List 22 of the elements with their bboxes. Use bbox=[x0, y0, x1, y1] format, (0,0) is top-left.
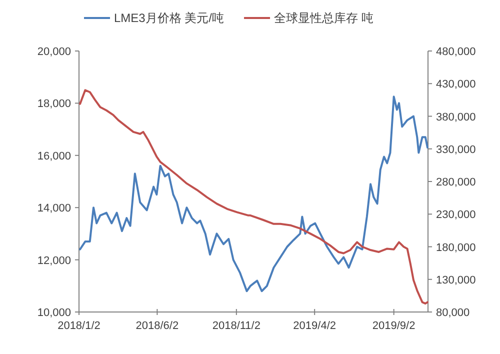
xtick: 2018/1/2 bbox=[58, 320, 100, 332]
xtick: 2019/4/2 bbox=[293, 320, 336, 332]
y2tick: 330,000 bbox=[436, 144, 476, 156]
y2tick: 180,000 bbox=[436, 242, 476, 254]
y2tick: 80,000 bbox=[436, 307, 470, 319]
y2tick: 430,000 bbox=[436, 78, 476, 91]
ytick: 12,000 bbox=[37, 254, 71, 267]
xtick: 2019/9/2 bbox=[372, 320, 416, 332]
xtick: 2018/6/2 bbox=[136, 320, 179, 332]
ytick: 20,000 bbox=[37, 46, 71, 58]
legend-label: LME3月价格 美元/吨 bbox=[114, 11, 224, 25]
ytick: 14,000 bbox=[37, 202, 71, 215]
ytick: 10,000 bbox=[37, 307, 71, 319]
y2tick: 480,000 bbox=[436, 46, 476, 58]
y2tick: 380,000 bbox=[436, 111, 476, 124]
xtick: 2018/11/2 bbox=[212, 320, 260, 332]
ytick: 18,000 bbox=[37, 98, 71, 110]
y2tick: 280,000 bbox=[436, 176, 476, 188]
y2tick: 130,000 bbox=[436, 274, 476, 286]
legend-label: 全球显性总库存 吨 bbox=[274, 11, 374, 25]
y2tick: 230,000 bbox=[436, 209, 476, 222]
ytick: 16,000 bbox=[37, 150, 71, 162]
